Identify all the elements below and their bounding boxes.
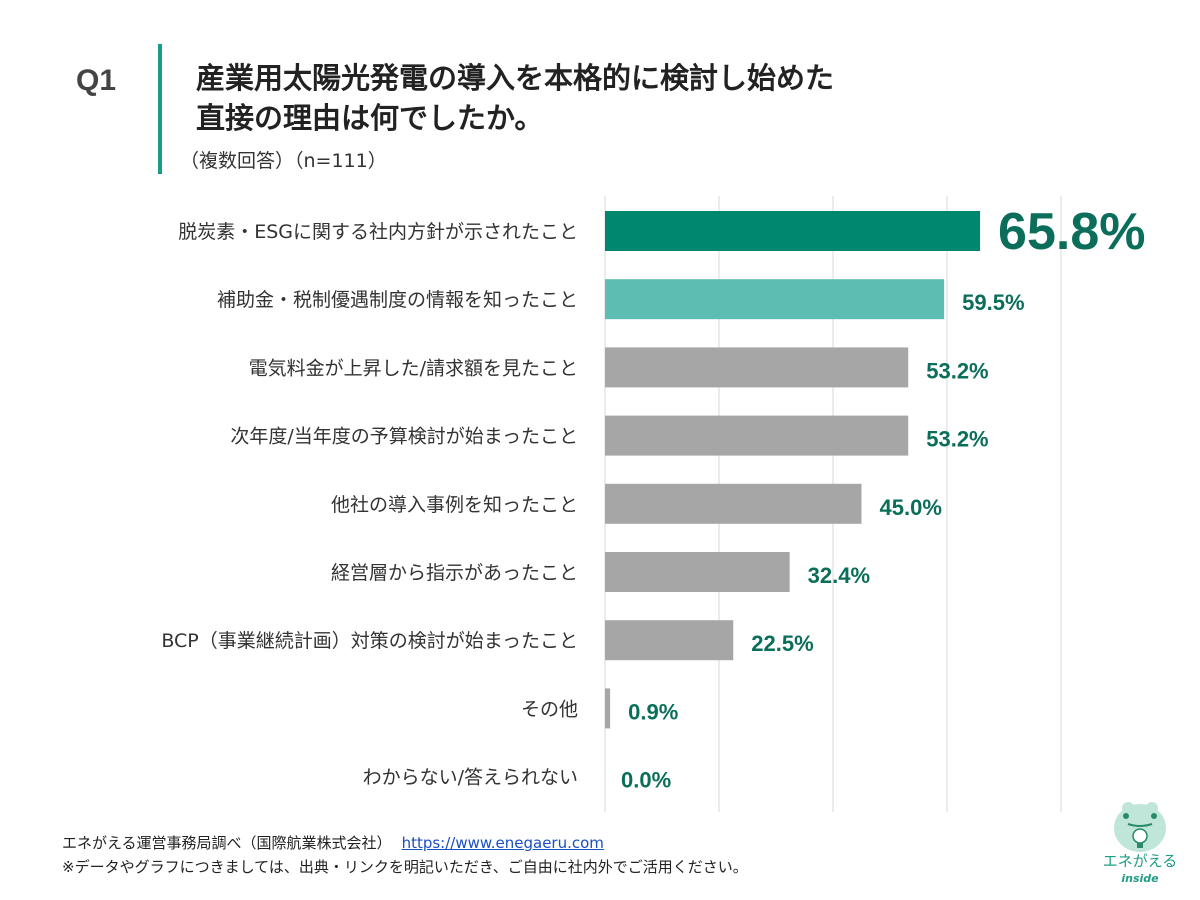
svg-text:エネがえる: エネがえる [1103, 852, 1178, 870]
title-line-2: 直接の理由は何でしたか。 [196, 101, 544, 135]
category-label: 次年度/当年度の予算検討が始まったこと [230, 426, 578, 448]
bar [605, 279, 945, 320]
category-label: 補助金・税制優遇制度の情報を知ったこと [217, 289, 578, 311]
data-label: 32.4% [808, 563, 870, 588]
category-label: その他 [521, 698, 578, 720]
data-label: 53.2% [926, 358, 988, 383]
source-line: エネがえる運営事務局調べ（国際航業株式会社） https://www.enegae… [62, 832, 604, 853]
bar [605, 415, 909, 456]
svg-text:inside: inside [1121, 872, 1159, 885]
bar [605, 620, 734, 661]
data-label: 0.9% [628, 699, 678, 724]
category-label: 電気料金が上昇した/請求額を見たこと [249, 357, 578, 379]
data-label: 22.5% [751, 631, 813, 656]
usage-note: ※データやグラフにつきましては、出典・リンクを明記いただき、ご自由に社内外でご活… [62, 858, 748, 876]
question-number: Q1 [76, 64, 117, 97]
category-label: 経営層から指示があったこと [331, 562, 578, 584]
category-label: 他社の導入事例を知ったこと [331, 494, 578, 516]
bar [605, 688, 611, 729]
source-text: エネがえる運営事務局調べ（国際航業株式会社） [62, 834, 392, 852]
source-link[interactable]: https://www.enegaeru.com [401, 834, 604, 852]
data-label: 53.2% [926, 427, 988, 452]
bar [605, 552, 790, 592]
category-label: BCP（事業継続計画）対策の検討が始まったこと [161, 630, 578, 652]
title-line-1: 産業用太陽光発電の導入を本格的に検討し始めた [196, 61, 835, 95]
data-label: 59.5% [962, 290, 1024, 315]
bar [605, 347, 909, 388]
subtitle: （複数回答）（n=111） [180, 150, 387, 172]
data-label: 65.8% [998, 203, 1145, 261]
bar [605, 211, 981, 251]
data-label: 0.0% [621, 768, 671, 793]
accent-divider [158, 44, 162, 174]
bar [605, 483, 862, 524]
data-label: 45.0% [880, 495, 942, 520]
enegaeru-logo: エネがえる inside [1098, 796, 1182, 886]
page-title: 産業用太陽光発電の導入を本格的に検討し始めた 直接の理由は何でしたか。 [196, 58, 834, 138]
category-label: 脱炭素・ESGに関する社内方針が示されたこと [178, 221, 578, 243]
category-label: わからない/答えられない [363, 767, 578, 789]
